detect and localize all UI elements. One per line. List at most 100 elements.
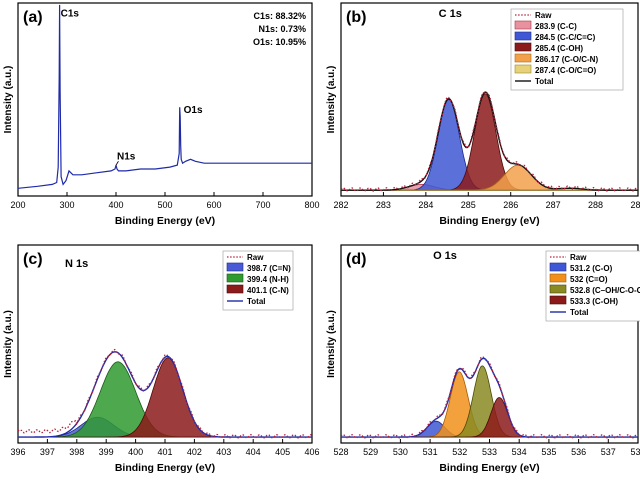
total-envelope (18, 351, 312, 438)
legend-label: 286.17 (C-O/C-N) (535, 55, 598, 64)
x-tick-label: 402 (187, 447, 202, 457)
legend-label: 401.1 (C-N) (247, 286, 289, 295)
x-axis-label: Binding Energy (eV) (439, 462, 539, 474)
x-tick-label: 396 (10, 447, 25, 457)
annotation-leader (115, 161, 119, 166)
x-tick-label: 283 (376, 200, 391, 210)
plot-area (18, 348, 312, 439)
x-tick-label: 286 (503, 200, 518, 210)
x-tick-label: 399 (99, 447, 114, 457)
legend-label: 531.2 (C-O) (570, 264, 613, 273)
x-tick-label: 600 (206, 200, 221, 210)
plot-area (341, 355, 638, 439)
x-axis-label: Binding Energy (eV) (439, 215, 539, 227)
panel-label: (a) (23, 9, 43, 26)
panel-a: 200 300 400 500 600 700 800 Binding Energy (eV)… (3, 2, 320, 227)
composition-text: N1s: 0.73% (258, 24, 306, 34)
legend-swatch (514, 20, 532, 30)
panel-label: (d) (346, 251, 366, 268)
plot-frame (17, 2, 313, 197)
legend-swatch (514, 31, 532, 41)
legend-raw-label: Raw (247, 253, 264, 262)
x-tick-label: 531 (423, 447, 438, 457)
x-tick-label: 400 (108, 200, 123, 210)
x-tick-label: 284 (418, 200, 433, 210)
legend-swatch (549, 284, 567, 294)
panel-b: 282 283 284 285 286 287 288 289 Binding Energy (… (326, 2, 640, 227)
x-tick-label: 288 (588, 200, 603, 210)
x-tick-label: 700 (255, 200, 270, 210)
raw-line (341, 91, 638, 192)
legend-total-label: Total (535, 77, 554, 86)
legend-label: 287.4 (C-O/C=O) (535, 66, 596, 75)
x-tick-label: 400 (128, 447, 143, 457)
legend-swatch (226, 273, 244, 283)
legend-raw-label: Raw (570, 253, 587, 262)
legend-swatch (514, 42, 532, 52)
y-axis-label: Intensity (a.u.) (3, 310, 14, 378)
legend-raw-label: Raw (535, 11, 552, 20)
x-tick-label: 300 (59, 200, 74, 210)
peak-annotation: O1s (184, 105, 203, 116)
legend-label: 532.8 (C–OH/C-O-C) (570, 286, 640, 295)
x-tick-label: 537 (601, 447, 616, 457)
x-tick-label: 285 (461, 200, 476, 210)
panel-d: 528 529 530 531 532 533 534 535 536 537 538 Binding… (326, 244, 640, 474)
composition-text: O1s: 10.95% (253, 37, 306, 47)
legend-swatch (549, 262, 567, 272)
x-tick-label: 800 (304, 200, 319, 210)
x-tick-label: 401 (157, 447, 172, 457)
peak-label: C 1s (439, 8, 462, 20)
legend-swatch (226, 284, 244, 294)
legend-label: 283.9 (C-C) (535, 22, 577, 31)
legend-swatch (549, 295, 567, 305)
x-tick-label: 533 (482, 447, 497, 457)
x-tick-label: 282 (333, 200, 348, 210)
panel-c: 396 397 398 399 400 401 402 403 404 405 406 Binding… (3, 244, 320, 474)
x-tick-label: 538 (630, 447, 640, 457)
raw-line (341, 355, 638, 439)
x-axis-label: Binding Energy (eV) (115, 215, 215, 227)
legend-swatch (514, 64, 532, 74)
x-tick-label: 287 (546, 200, 561, 210)
x-tick-label: 403 (216, 447, 231, 457)
composition-text: C1s: 88.32% (253, 11, 306, 21)
legend-label: 285.4 (C-OH) (535, 44, 583, 53)
x-tick-label: 532 (452, 447, 467, 457)
x-tick-label: 398 (69, 447, 84, 457)
y-axis-label: Intensity (a.u.) (3, 66, 14, 134)
x-tick-label: 535 (541, 447, 556, 457)
legend-label: 399.4 (N-H) (247, 275, 289, 284)
legend-total-label: Total (247, 297, 266, 306)
peak-annotation: N1s (117, 151, 136, 162)
survey-line (18, 4, 312, 189)
raw-line (18, 348, 312, 439)
legend-label: 284.5 (C-C/C=C) (535, 33, 596, 42)
x-tick-label: 530 (393, 447, 408, 457)
x-tick-label: 406 (304, 447, 319, 457)
x-tick-label: 405 (275, 447, 290, 457)
peak-annotation: C1s (61, 9, 80, 20)
legend-label: 533.3 (C-OH) (570, 297, 618, 306)
x-tick-label: 528 (333, 447, 348, 457)
x-tick-label: 397 (40, 447, 55, 457)
x-tick-label: 536 (571, 447, 586, 457)
legend-total-label: Total (570, 308, 589, 317)
panel-label: (c) (23, 251, 43, 268)
legend-label: 532 (C=O) (570, 275, 608, 284)
legend-swatch (514, 53, 532, 63)
x-tick-label: 529 (363, 447, 378, 457)
legend-label: 398.7 (C=N) (247, 264, 291, 273)
y-axis-label: Intensity (a.u.) (326, 310, 337, 378)
peak-label: O 1s (433, 250, 457, 262)
x-tick-label: 404 (246, 447, 261, 457)
x-axis-label: Binding Energy (eV) (115, 462, 215, 474)
y-axis-label: Intensity (a.u.) (326, 66, 337, 134)
legend-swatch (226, 262, 244, 272)
x-tick-label: 200 (10, 200, 25, 210)
legend-swatch (549, 273, 567, 283)
x-tick-label: 500 (157, 200, 172, 210)
x-tick-label: 534 (512, 447, 527, 457)
peak-label: N 1s (65, 258, 88, 270)
